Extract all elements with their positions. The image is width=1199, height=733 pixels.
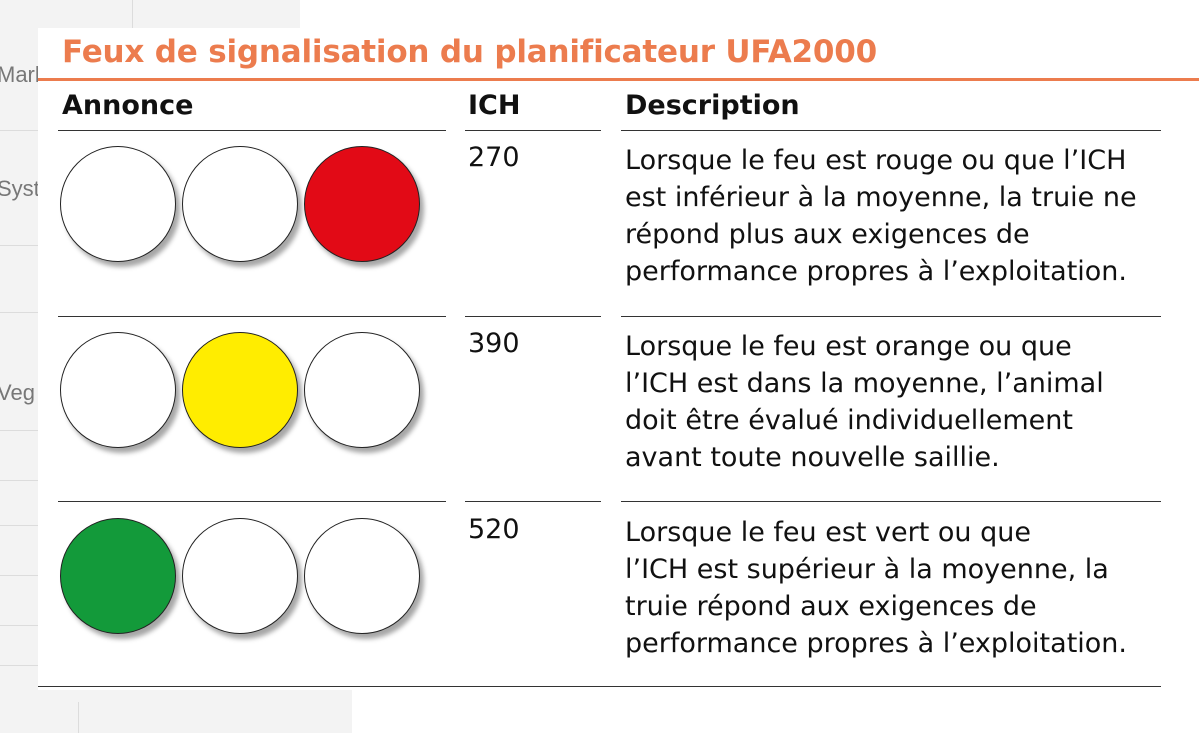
description-text: Lorsque le feu est vert ou que l’ICH est… xyxy=(625,514,1185,662)
background-divider xyxy=(0,245,40,246)
traffic-light xyxy=(60,332,424,452)
title-underline xyxy=(38,78,1199,81)
description-line: performance propres à l’exploitation. xyxy=(625,628,1127,659)
background-divider xyxy=(0,480,40,481)
table-bottom-rule xyxy=(38,686,1161,687)
column-header-description: Description xyxy=(625,90,800,121)
row-divider xyxy=(621,501,1161,502)
description-line: Lorsque le feu est orange ou que xyxy=(625,331,1072,362)
table-row: 390 Lorsque le feu est orange ou que l’I… xyxy=(38,320,1199,500)
background-divider xyxy=(0,525,40,526)
row-divider xyxy=(58,316,446,317)
light-circle xyxy=(304,146,420,262)
background-divider xyxy=(132,0,133,28)
light-circle xyxy=(182,332,298,448)
column-header-ich: ICH xyxy=(468,90,521,121)
ich-value: 390 xyxy=(468,328,520,359)
table-row: 270 Lorsque le feu est rouge ou que l’IC… xyxy=(38,134,1199,316)
light-circle xyxy=(60,518,176,634)
traffic-light xyxy=(60,518,424,638)
description-line: Lorsque le feu est vert ou que xyxy=(625,517,1031,548)
header-rule xyxy=(465,130,601,131)
description-line: Lorsque le feu est rouge ou que l’ICH xyxy=(625,145,1127,176)
description-line: doit être évalué individuellement xyxy=(625,405,1073,436)
ich-value: 270 xyxy=(468,142,520,173)
row-divider xyxy=(58,501,446,502)
ich-value: 520 xyxy=(468,514,520,545)
row-divider xyxy=(621,316,1161,317)
description-text: Lorsque le feu est orange ou que l’ICH e… xyxy=(625,328,1185,476)
traffic-light xyxy=(60,146,424,266)
row-divider xyxy=(465,316,601,317)
description-line: avant toute nouvelle saillie. xyxy=(625,442,1000,473)
background-divider xyxy=(0,430,40,431)
page-title: Feux de signalisation du planificateur U… xyxy=(62,34,878,70)
column-header-annonce: Annonce xyxy=(62,90,194,121)
background-lower-panel xyxy=(0,690,352,733)
light-circle xyxy=(304,332,420,448)
table-row: 520 Lorsque le feu est vert ou que l’ICH… xyxy=(38,506,1199,686)
description-line: l’ICH est supérieur à la moyenne, la xyxy=(625,554,1109,585)
background-divider xyxy=(0,312,40,313)
background-divider xyxy=(0,575,40,576)
background-divider xyxy=(0,625,40,626)
description-text: Lorsque le feu est rouge ou que l’ICH es… xyxy=(625,142,1185,290)
background-divider xyxy=(0,665,40,666)
background-label: Veg xyxy=(0,380,35,405)
light-circle xyxy=(182,146,298,262)
background-divider xyxy=(0,130,40,131)
background-divider xyxy=(78,702,79,733)
description-line: l’ICH est dans la moyenne, l’animal xyxy=(625,368,1104,399)
header-rule xyxy=(58,130,446,131)
row-divider xyxy=(465,501,601,502)
description-line: répond plus aux exigences de xyxy=(625,219,1030,250)
light-circle xyxy=(60,332,176,448)
signal-table-panel: Feux de signalisation du planificateur U… xyxy=(38,28,1199,690)
description-line: est inférieur à la moyenne, la truie ne xyxy=(625,182,1137,213)
description-line: performance propres à l’exploitation. xyxy=(625,256,1127,287)
header-rule xyxy=(621,130,1161,131)
light-circle xyxy=(304,518,420,634)
light-circle xyxy=(182,518,298,634)
description-line: truie répond aux exigences de xyxy=(625,591,1037,622)
light-circle xyxy=(60,146,176,262)
